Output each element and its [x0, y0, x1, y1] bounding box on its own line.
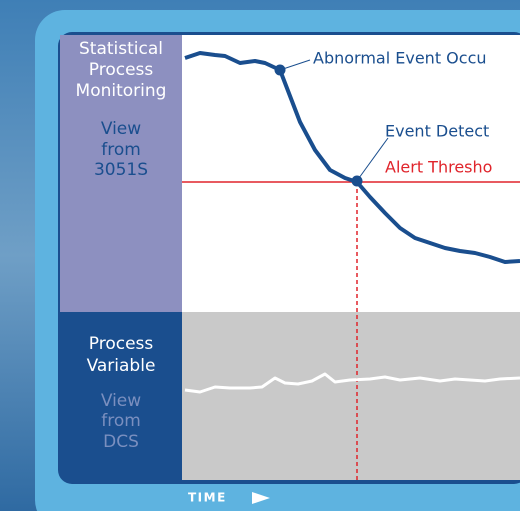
label: Process — [89, 60, 154, 80]
label: from — [101, 411, 141, 431]
x-axis-label: TIME — [188, 491, 227, 505]
left-labels: Statistical Process Monitoring View from… — [76, 39, 167, 452]
callout — [358, 137, 389, 179]
time-arrow — [252, 492, 270, 504]
top-chart-area — [182, 35, 520, 312]
label: Variable — [87, 356, 156, 376]
pv-line — [184, 372, 520, 394]
annotation: Event Detect — [385, 122, 489, 141]
bottom-chart-area — [182, 312, 520, 480]
annotation: Alert Thresho — [385, 158, 492, 177]
callout — [282, 59, 311, 70]
spm-line — [184, 51, 520, 264]
label: View — [101, 119, 141, 139]
label: 3051S — [94, 160, 148, 180]
annotations: Abnormal Event Occu Event Detect Alert T… — [313, 49, 492, 177]
label: from — [101, 140, 141, 160]
label: Process — [89, 334, 154, 354]
annotation: Abnormal Event Occu — [313, 49, 487, 68]
left-top-panel — [60, 35, 182, 312]
label: DCS — [103, 432, 139, 452]
label: View — [101, 391, 141, 411]
event-dot — [274, 64, 286, 76]
detect-dot — [351, 175, 363, 187]
label: Monitoring — [76, 81, 167, 101]
label: Statistical — [79, 39, 163, 59]
